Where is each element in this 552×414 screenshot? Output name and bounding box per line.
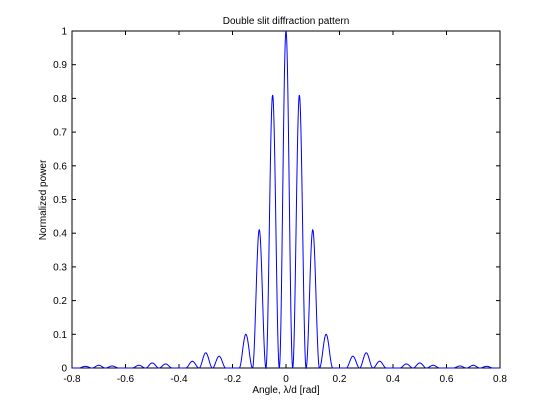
- x-axis-title: Angle, λ/d [rad]: [252, 385, 319, 396]
- x-tick-label: -0.2: [224, 374, 242, 385]
- y-tick-label: 0.7: [53, 128, 67, 139]
- x-tick-label: 0.4: [386, 374, 400, 385]
- x-tick-label: 0.8: [493, 374, 507, 385]
- x-tick-label: 0.6: [440, 374, 454, 385]
- x-tick-label: 0.2: [333, 374, 347, 385]
- y-tick-label: 0.2: [53, 296, 67, 307]
- y-tick-label: 0.4: [53, 229, 67, 240]
- y-tick-label: 0.8: [53, 94, 67, 105]
- y-tick-label: 1: [61, 27, 67, 38]
- x-tick-label: -0.6: [117, 374, 135, 385]
- x-axis: -0.8 -0.6 -0.4 -0.2 0 0.2 0.4 0.6 0.8: [63, 31, 507, 385]
- chart-title: Double slit diffraction pattern: [223, 16, 350, 27]
- y-tick-label: 0.9: [53, 60, 67, 71]
- y-tick-label: 0.3: [53, 262, 67, 273]
- x-tick-label: 0: [283, 374, 289, 385]
- y-tick-label: 0: [61, 364, 67, 375]
- plot-area: [71, 30, 501, 369]
- y-axis: 0 0.1 0.2 0.3 0.4 0.5 0.6 0.7 0.8 0.9 1: [53, 27, 500, 375]
- y-axis-title: Normalized power: [38, 159, 49, 240]
- plot-frame: [71, 30, 501, 369]
- x-tick-label: -0.4: [170, 374, 188, 385]
- y-tick-label: 0.6: [53, 161, 67, 172]
- x-tick-label: -0.8: [63, 374, 81, 385]
- series-line: [72, 30, 500, 370]
- y-tick-label: 0.1: [53, 330, 67, 341]
- y-tick-label: 0.5: [53, 195, 67, 206]
